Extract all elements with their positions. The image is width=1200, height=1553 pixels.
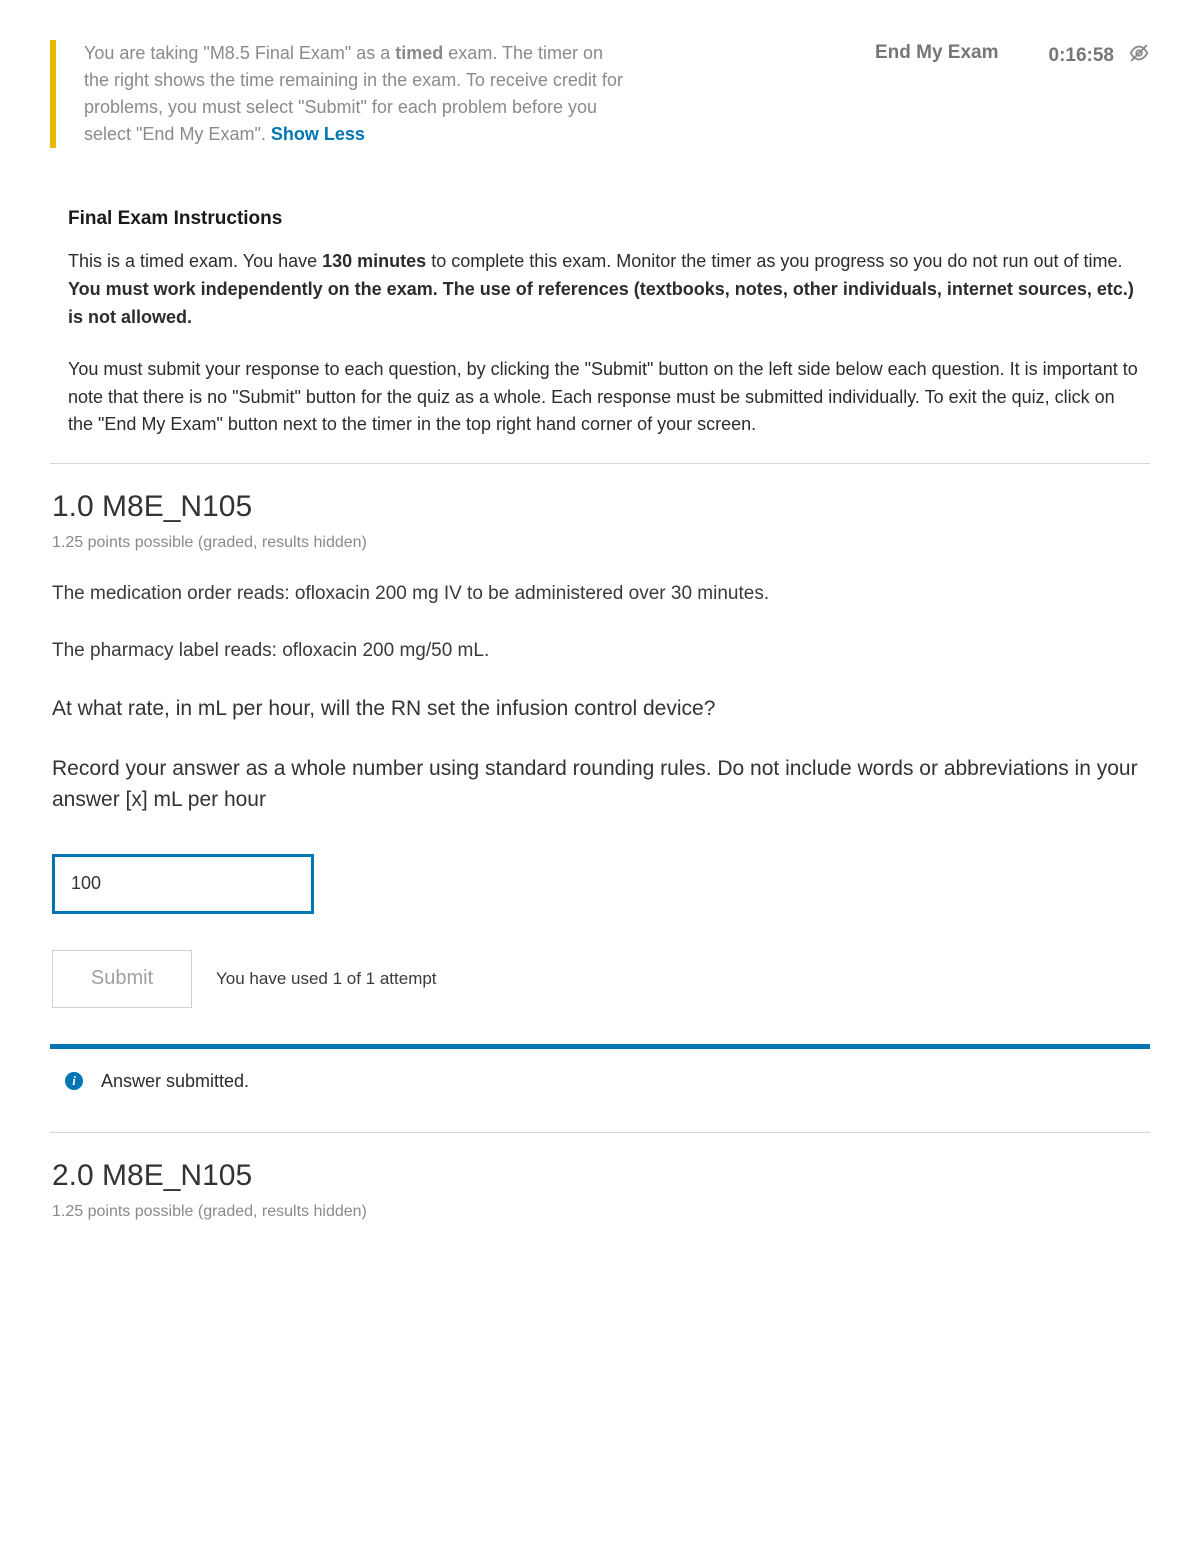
instructions-paragraph: This is a timed exam. You have 130 minut… (68, 248, 1140, 332)
divider (50, 463, 1150, 464)
submit-row: Submit You have used 1 of 1 attempt (52, 950, 1150, 1008)
question-block: 2.0 M8E_N105 1.25 points possible (grade… (50, 1159, 1150, 1221)
timer-container: 0:16:58 (1049, 42, 1151, 69)
text-bold: You must work independently on the exam.… (68, 279, 1134, 327)
instructions-paragraph: You must submit your response to each qu… (68, 356, 1140, 440)
instructions-section: Final Exam Instructions This is a timed … (50, 208, 1150, 439)
text-part: to complete this exam. Monitor the timer… (426, 251, 1122, 271)
question-text: The pharmacy label reads: ofloxacin 200 … (52, 637, 1150, 666)
answer-status-bar: i Answer submitted. (50, 1044, 1150, 1114)
banner-right: End My Exam 0:16:58 (875, 40, 1150, 148)
show-less-toggle[interactable]: Show Less (271, 124, 365, 144)
question-block: 1.0 M8E_N105 1.25 points possible (grade… (50, 490, 1150, 1114)
exam-banner: You are taking "M8.5 Final Exam" as a ti… (50, 40, 1150, 148)
question-points: 1.25 points possible (graded, results hi… (52, 1203, 1150, 1221)
divider (50, 1132, 1150, 1133)
text-bold: 130 minutes (322, 251, 426, 271)
banner-message: You are taking "M8.5 Final Exam" as a ti… (84, 40, 624, 148)
attempts-text: You have used 1 of 1 attempt (216, 969, 437, 989)
banner-text-bold: timed (395, 43, 443, 63)
instructions-heading: Final Exam Instructions (68, 208, 1140, 230)
question-instructions: Record your answer as a whole number usi… (52, 753, 1150, 816)
question-points: 1.25 points possible (graded, results hi… (52, 534, 1150, 552)
question-title: 2.0 M8E_N105 (52, 1159, 1150, 1193)
end-my-exam-button[interactable]: End My Exam (875, 42, 999, 64)
info-icon: i (65, 1072, 83, 1090)
question-text: The medication order reads: ofloxacin 20… (52, 580, 1150, 609)
exam-timer: 0:16:58 (1049, 45, 1115, 67)
text-part: This is a timed exam. You have (68, 251, 322, 271)
answer-input[interactable] (52, 854, 314, 914)
question-title: 1.0 M8E_N105 (52, 490, 1150, 524)
hide-timer-icon[interactable] (1128, 42, 1150, 69)
submit-button[interactable]: Submit (52, 950, 192, 1008)
answer-status-text: Answer submitted. (101, 1071, 249, 1092)
banner-text-part: You are taking "M8.5 Final Exam" as a (84, 43, 395, 63)
question-prompt: At what rate, in mL per hour, will the R… (52, 693, 1150, 725)
